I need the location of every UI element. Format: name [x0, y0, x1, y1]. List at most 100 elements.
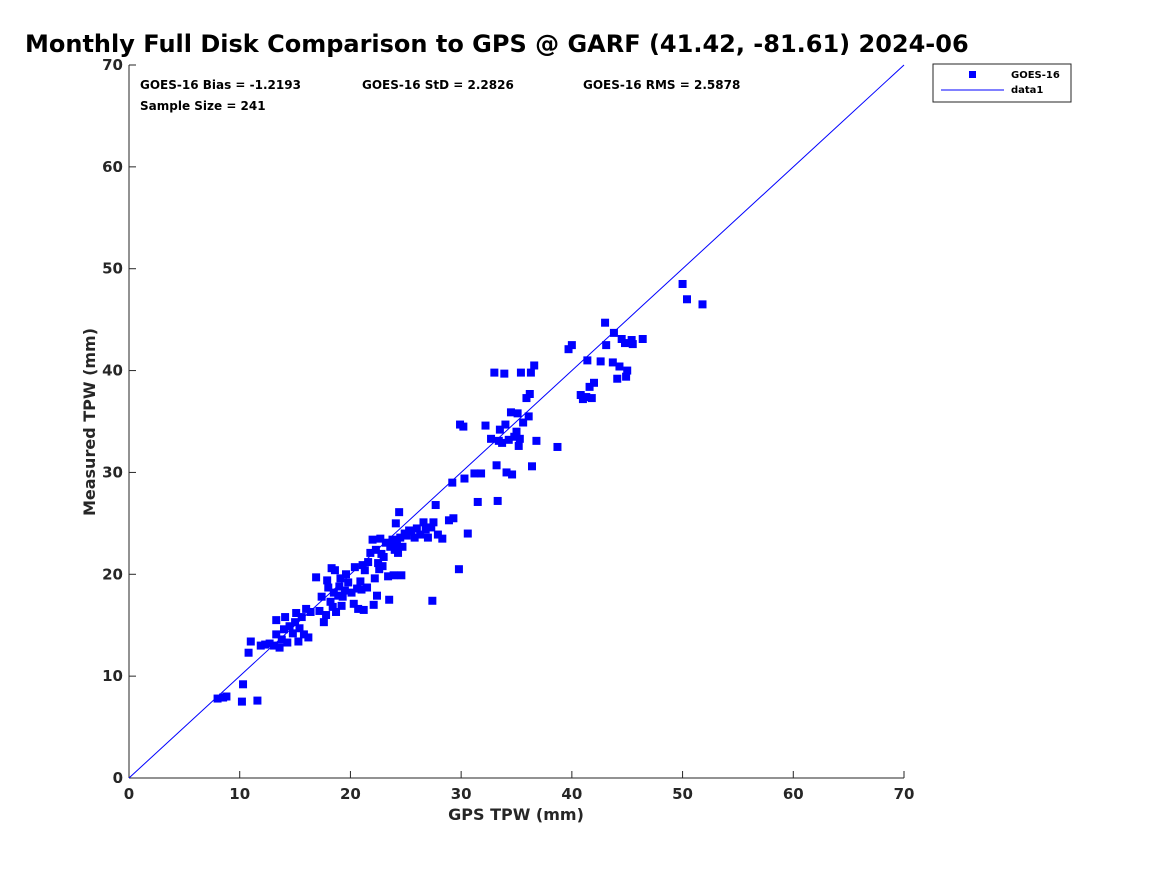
y-tick-label: 40	[102, 362, 123, 380]
scatter-point	[429, 518, 438, 527]
scatter-point	[357, 585, 366, 594]
scatter-point	[272, 630, 281, 639]
scatter-point	[315, 606, 324, 615]
scatter-point	[312, 573, 321, 582]
scatter-point	[622, 372, 631, 381]
scatter-point	[363, 583, 372, 592]
y-tick-label: 60	[102, 158, 123, 176]
scatter-point	[297, 613, 306, 622]
scatter-point	[416, 530, 425, 539]
scatter-point	[567, 341, 576, 350]
scatter-point	[500, 369, 509, 378]
reference-line-data1	[128, 64, 905, 779]
scatter-point	[582, 393, 591, 402]
scatter-point	[256, 641, 265, 650]
stats-annotation: GOES-16 Bias = -1.2193 GOES-16 StD = 2.2…	[140, 78, 740, 113]
scatter-point	[621, 339, 629, 348]
scatter-point	[602, 341, 611, 350]
scatter-point	[428, 596, 437, 605]
scatter-point	[583, 356, 592, 365]
scatter-point	[392, 539, 401, 548]
scatter-point	[449, 514, 458, 523]
chart-title: Monthly Full Disk Comparison to GPS @ GA…	[25, 30, 969, 58]
scatter-point	[294, 637, 303, 646]
scatter-point	[329, 588, 338, 597]
scatter-point	[397, 571, 406, 580]
scatter-point	[525, 389, 534, 398]
x-axis-label: GPS TPW (mm)	[448, 805, 584, 824]
scatter-point	[358, 561, 367, 570]
series-layer	[128, 64, 905, 779]
scatter-point	[596, 357, 605, 366]
scatter-point	[381, 538, 390, 547]
scatter-point	[402, 531, 411, 540]
scatter-point	[613, 374, 622, 383]
scatter-point	[281, 613, 290, 622]
x-ticks: 0 10 20 30 40 50 60 70	[124, 771, 914, 803]
scatter-point	[638, 334, 647, 343]
scatter-point	[515, 434, 524, 443]
scatter-point	[522, 394, 531, 403]
scatter-point	[530, 361, 539, 370]
scatter-point	[444, 516, 453, 525]
scatter-point	[322, 611, 331, 620]
y-axis-label: Measured TPW (mm)	[80, 328, 99, 516]
scatter-point	[384, 572, 393, 581]
scatter-point	[299, 630, 308, 639]
scatter-point	[364, 558, 373, 567]
scatter-point	[359, 605, 368, 614]
scatter-point	[270, 641, 279, 650]
x-tick-label: 50	[672, 785, 693, 803]
scatter-point	[272, 616, 281, 625]
scatter-point	[304, 633, 313, 642]
scatter-point	[553, 442, 562, 451]
scatter-point	[627, 336, 636, 345]
scatter-point	[433, 530, 442, 539]
scatter-point	[317, 592, 326, 601]
scatter-point	[683, 295, 691, 304]
scatter-point	[222, 692, 231, 701]
scatter-point	[532, 436, 541, 445]
plot-area: 0 10 20 30 40 50 60 70 0 10 20 30 40 50 60 70	[102, 56, 914, 803]
scatter-point	[495, 425, 504, 434]
scatter-point	[394, 548, 403, 557]
scatter-point	[438, 534, 447, 543]
scatter-point	[528, 462, 536, 471]
scatter-point	[470, 469, 479, 478]
y-tick-label: 70	[102, 56, 123, 74]
scatter-point	[292, 608, 301, 617]
scatter-point	[280, 625, 288, 634]
scatter-point	[512, 427, 521, 436]
scatter-point	[473, 497, 482, 506]
scatter-point	[421, 525, 430, 534]
y-tick-label: 0	[113, 769, 123, 787]
scatter-point	[419, 518, 428, 527]
scatter-point	[388, 535, 397, 544]
scatter-point	[360, 566, 369, 575]
scatter-point	[366, 548, 375, 557]
x-tick-label: 20	[340, 785, 361, 803]
scatter-point	[410, 533, 419, 542]
scatter-point	[513, 409, 522, 418]
scatter-point	[371, 545, 380, 554]
y-ticks: 0 10 20 30 40 50 60 70	[102, 56, 136, 787]
scatter-point	[678, 279, 687, 288]
scatter-point	[253, 696, 262, 705]
x-tick-label: 40	[561, 785, 582, 803]
scatter-point	[335, 582, 344, 591]
legend-label-goes16: GOES-16	[1011, 70, 1060, 81]
scatter-point	[285, 622, 294, 631]
scatter-point	[326, 597, 335, 606]
y-tick-label: 10	[102, 667, 123, 685]
scatter-point	[356, 577, 365, 586]
scatter-point	[306, 607, 315, 616]
scatter-point	[261, 640, 270, 649]
scatter-point	[498, 438, 507, 447]
legend-marker-goes16	[969, 71, 976, 78]
scatter-point	[615, 362, 624, 371]
scatter-point	[526, 368, 535, 377]
scatter-point	[376, 534, 385, 543]
scatter-point	[389, 571, 398, 580]
scatter-point	[587, 394, 596, 403]
scatter-point	[369, 600, 378, 609]
